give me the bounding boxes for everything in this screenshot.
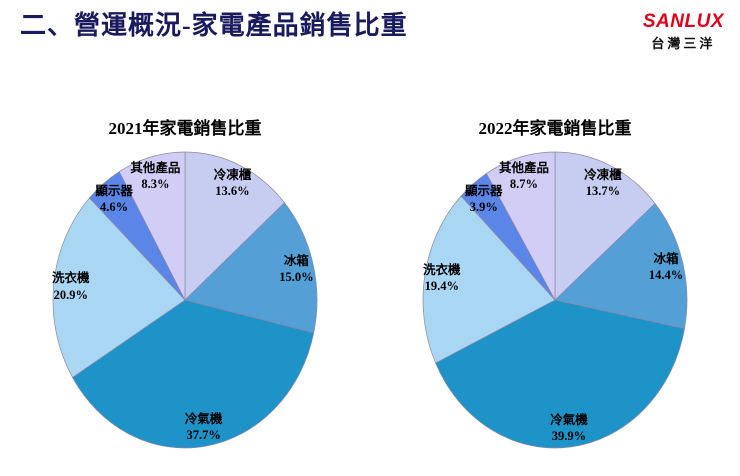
slice-percentage: 39.9% xyxy=(551,428,587,443)
slice-label: 冰箱 14.4% xyxy=(649,251,683,284)
sanlux-subtitle: 台灣三洋 xyxy=(651,35,716,51)
sanlux-logo: SANLUX 台灣三洋 xyxy=(643,10,724,52)
slice-label: 其他產品 8.3% xyxy=(130,159,180,192)
slice-label: 冷氣機 39.9% xyxy=(550,411,588,444)
slice-category: 顯示器 xyxy=(465,183,503,198)
slice-percentage: 8.7% xyxy=(509,176,539,191)
slice-category: 其他產品 xyxy=(498,160,550,175)
pie-slice xyxy=(485,151,556,301)
slice-percentage: 8.3% xyxy=(141,176,170,191)
slice-percentage: 13.7% xyxy=(585,183,621,198)
slice-category: 冷凍櫃 xyxy=(584,167,622,182)
slice-percentage: 19.4% xyxy=(424,279,459,294)
slide-header: 二、營運概況-家電產品銷售比重 SANLUX 台灣三洋 xyxy=(0,0,740,52)
pie-slice xyxy=(184,151,285,301)
slice-category: 冰箱 xyxy=(653,251,679,266)
sanlux-wordmark: SANLUX xyxy=(642,11,724,32)
slice-category: 冷凍櫃 xyxy=(213,167,252,182)
slice-label: 顯示器 4.6% xyxy=(95,182,133,215)
slice-label: 洗衣機 19.4% xyxy=(423,262,461,295)
chart-title-2022: 2022年家電銷售比重 xyxy=(478,118,632,138)
pie-slice xyxy=(422,195,556,364)
slice-category: 顯示器 xyxy=(95,183,133,198)
slice-percentage: 37.7% xyxy=(186,427,221,442)
slice-category: 冷氣機 xyxy=(184,411,223,426)
pie-area-2022: 冷凍櫃 13.7% 冰箱 14.4% 冷氣機 39.9% 洗衣機 19.4% 顯示器 3.9% 其他… xyxy=(420,149,690,451)
slice-category: 洗衣機 xyxy=(423,262,461,277)
pie-slice xyxy=(184,202,318,334)
slice-percentage: 4.6% xyxy=(100,199,129,214)
slice-percentage: 13.6% xyxy=(215,183,250,198)
pie-chart-2021: 2021年家電銷售比重 冷凍櫃 13.6% 冰箱 15.0% 冷氣機 37.7% 洗衣機 20… xyxy=(50,114,320,451)
pie-slice xyxy=(52,197,186,378)
slice-category: 其他產品 xyxy=(130,160,181,175)
slice-label: 冰箱 15.0% xyxy=(279,252,313,285)
pie-slice xyxy=(72,299,315,449)
slice-label: 冷凍櫃 13.7% xyxy=(584,167,622,200)
slice-category: 冷氣機 xyxy=(550,412,588,427)
page-title: 二、營運概況-家電產品銷售比重 xyxy=(20,11,408,40)
pie-slice xyxy=(554,151,656,301)
slice-label: 顯示器 3.9% xyxy=(465,183,503,216)
pie-svg xyxy=(422,151,688,449)
slice-label: 其他產品 8.7% xyxy=(499,160,549,193)
pie-area-2021: 冷凍櫃 13.6% 冰箱 15.0% 冷氣機 37.7% 洗衣機 20.9% 顯示器 4.6% 其他… xyxy=(50,149,320,451)
slice-label: 洗衣機 20.9% xyxy=(52,270,90,303)
slice-label: 冷凍櫃 13.6% xyxy=(214,166,252,199)
slice-label: 冷氣機 37.7% xyxy=(185,411,223,444)
slice-percentage: 15.0% xyxy=(279,269,314,284)
pie-chart-2022: 2022年家電銷售比重 冷凍櫃 13.7% 冰箱 14.4% 冷氣機 39.9% 洗衣機 19… xyxy=(420,114,690,451)
pie-svg xyxy=(52,151,318,449)
slice-category: 冰箱 xyxy=(283,253,309,268)
slice-percentage: 14.4% xyxy=(648,268,684,283)
slice-percentage: 20.9% xyxy=(53,287,88,302)
chart-title-2021: 2021年家電銷售比重 xyxy=(108,118,262,138)
pie-slice xyxy=(118,151,186,301)
slice-percentage: 3.9% xyxy=(469,199,498,214)
pie-slice xyxy=(435,299,685,449)
charts-row: 2021年家電銷售比重 冷凍櫃 13.6% 冰箱 15.0% 冷氣機 37.7% 洗衣機 20… xyxy=(0,114,740,451)
pie-slice xyxy=(554,202,688,330)
slice-category: 洗衣機 xyxy=(52,271,90,286)
